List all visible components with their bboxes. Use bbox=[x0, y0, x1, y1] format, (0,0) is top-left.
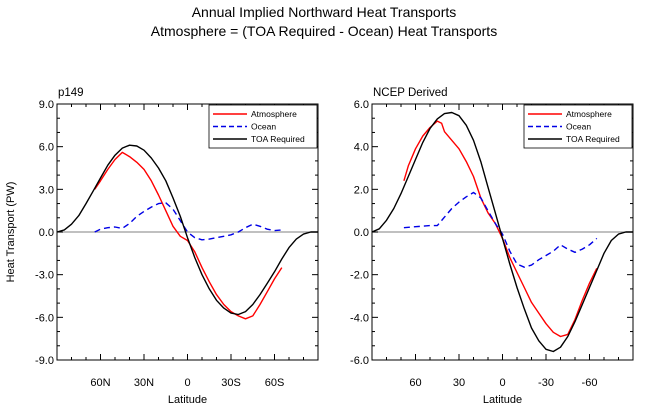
panel-1-series-toa-required bbox=[56, 144, 318, 316]
panel-1-label: p149 bbox=[58, 87, 84, 99]
panel-2-legend-label-ocean: Ocean bbox=[566, 122, 591, 132]
panel-1-legend-label-atmosphere: Atmosphere bbox=[251, 109, 297, 119]
panel-1-y-tick-label: -9.0 bbox=[35, 355, 54, 367]
panel-1-y-tick-label: 9.0 bbox=[39, 99, 54, 111]
panel-2-x-tick-label: -60 bbox=[582, 377, 598, 389]
panel-1-x-tick-label: 30S bbox=[221, 377, 241, 389]
panel-1-chart: 60N 30N 0 30S 60S 9.0 6.0 3.0 0.0 -3.0 -6.0 -9.0 p14… bbox=[5, 87, 319, 406]
panel-1-legend-box bbox=[208, 104, 318, 149]
panel-2-y-tick-label: -4.0 bbox=[350, 312, 369, 324]
panel-1-y-tick-label: -6.0 bbox=[35, 312, 54, 324]
panel-1-x-tick-label: 60N bbox=[90, 377, 110, 389]
panel-2-legend-label-toa-required: TOA Required bbox=[566, 134, 620, 144]
panel-2-x-tick-label: -30 bbox=[538, 377, 554, 389]
panel-2-series-toa-required bbox=[371, 111, 633, 353]
panel-2-y-tick-label: 2.0 bbox=[354, 184, 369, 196]
panel-2-x-tick-label: 0 bbox=[499, 377, 505, 389]
panel-1-y-tick-label: 3.0 bbox=[39, 184, 54, 196]
panel-1-legend-label-toa-required: TOA Required bbox=[251, 134, 305, 144]
panel-2-x-axis-label: Latitude bbox=[483, 394, 522, 406]
panel-2-x-tick-label: 30 bbox=[453, 377, 465, 389]
panel-1-x-tick-label: 0 bbox=[184, 377, 190, 389]
panel-1-y-tick-label: -3.0 bbox=[35, 270, 54, 282]
panel-2-legend-label-atmosphere: Atmosphere bbox=[566, 109, 612, 119]
panel-1-x-tick-label: 30N bbox=[134, 377, 154, 389]
panel-1-y-axis-label: Heat Transport (PW) bbox=[5, 182, 17, 283]
panel-2-y-tick-label: -2.0 bbox=[350, 270, 369, 282]
panel-2-y-tick-label: 4.0 bbox=[354, 142, 369, 154]
figure-subtitle: Atmosphere = (TOA Required - Ocean) Heat… bbox=[151, 23, 497, 39]
panel-2-series-ocean bbox=[403, 191, 598, 268]
figure-title: Annual Implied Northward Heat Transports bbox=[192, 4, 457, 20]
panel-2-legend: Atmosphere Ocean TOA Required bbox=[523, 104, 633, 149]
panel-2-y-tick-label: 6.0 bbox=[354, 99, 369, 111]
panel-1-x-axis-label: Latitude bbox=[168, 394, 207, 406]
chart-panels: 60N 30N 0 30S 60S 9.0 6.0 3.0 0.0 -3.0 -6.0 -9.0 p14… bbox=[5, 87, 634, 406]
panel-1-x-tick-label: 60S bbox=[265, 377, 285, 389]
panel-2-y-tick-label: 0.0 bbox=[354, 227, 369, 239]
panel-2-label: NCEP Derived bbox=[373, 87, 448, 99]
panel-1-legend: Atmosphere Ocean TOA Required bbox=[208, 104, 318, 149]
panel-2-chart: 60 30 0 -30 -60 6.0 4.0 2.0 0.0 -2.0 -4.0 -6.0 NCEP … bbox=[350, 87, 634, 406]
panel-1-series-ocean bbox=[94, 202, 282, 241]
panel-2-legend-box bbox=[523, 104, 633, 149]
panel-2-y-tick-label: -6.0 bbox=[350, 355, 369, 367]
panel-2-x-tick-label: 60 bbox=[409, 377, 421, 389]
panel-1-legend-label-ocean: Ocean bbox=[251, 122, 276, 132]
panel-1-series-atmosphere bbox=[94, 151, 283, 320]
panel-1-y-tick-label: 0.0 bbox=[39, 227, 54, 239]
panel-1-y-tick-label: 6.0 bbox=[39, 142, 54, 154]
